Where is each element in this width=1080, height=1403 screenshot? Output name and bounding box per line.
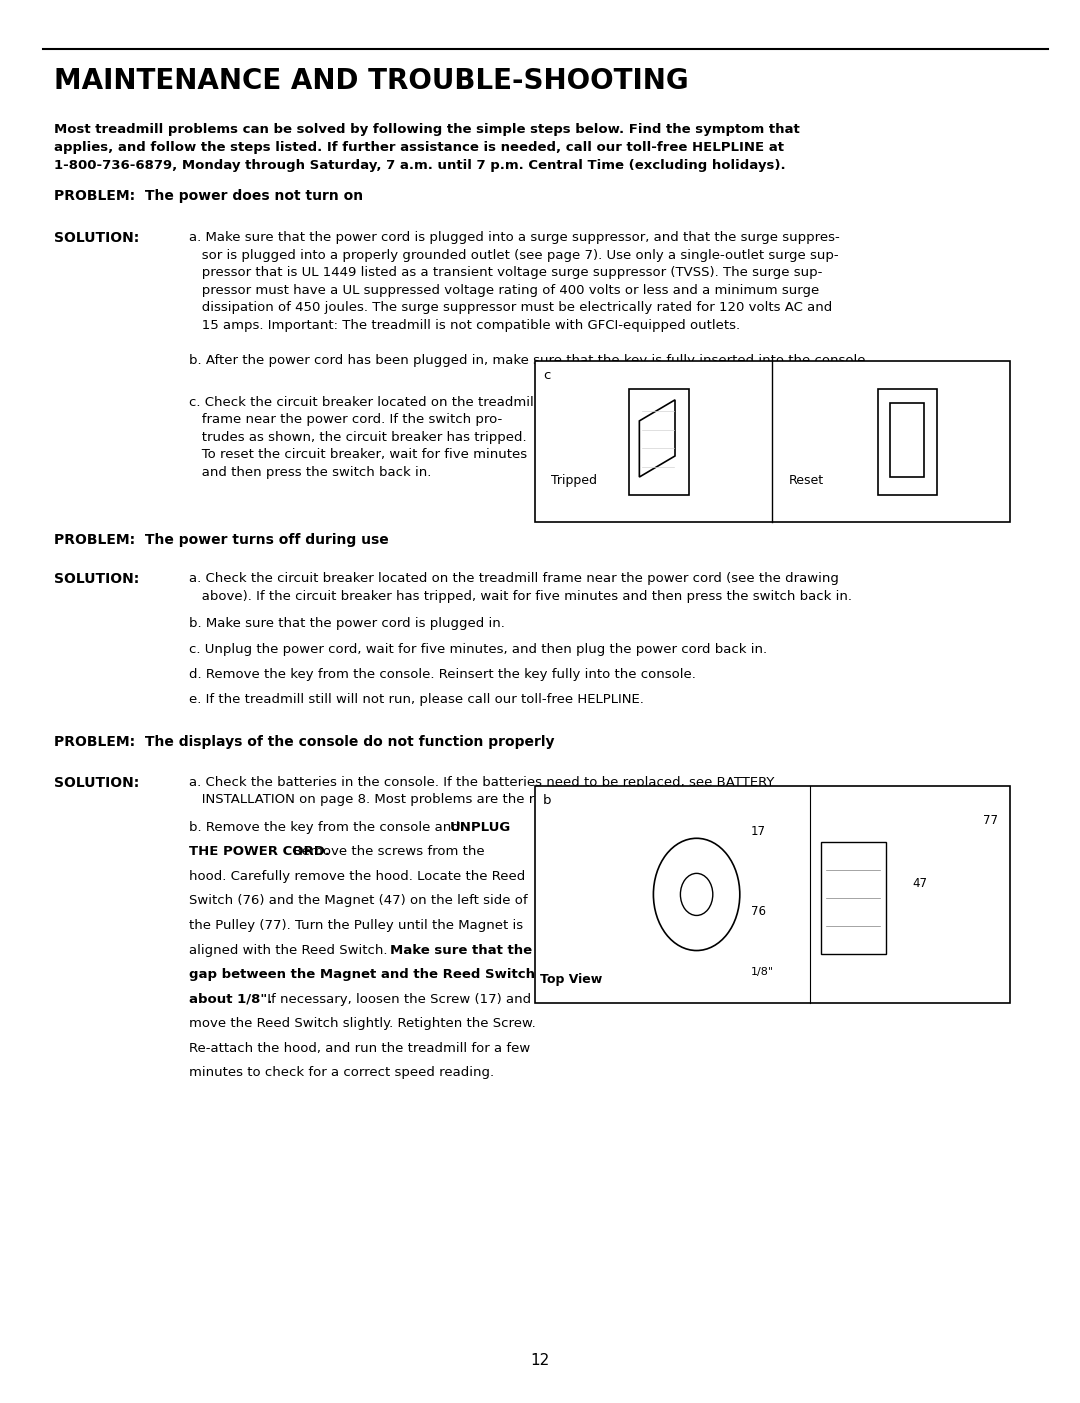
Text: the Pulley (77). Turn the Pulley until the Magnet is: the Pulley (77). Turn the Pulley until t… [189, 919, 523, 932]
Text: a. Check the batteries in the console. If the batteries need to be replaced, see: a. Check the batteries in the console. I… [189, 776, 774, 807]
Bar [629, 390, 689, 494]
Text: c. Check the circuit breaker located on the treadmill
   frame near the power co: c. Check the circuit breaker located on … [189, 396, 538, 478]
Text: e. If the treadmill still will not run, please call our toll-free HELPLINE.: e. If the treadmill still will not run, … [189, 693, 644, 706]
Text: gap between the Magnet and the Reed Switch is: gap between the Magnet and the Reed Swit… [189, 968, 552, 981]
Text: PROBLEM:  The power turns off during use: PROBLEM: The power turns off during use [54, 533, 389, 547]
Text: minutes to check for a correct speed reading.: minutes to check for a correct speed rea… [189, 1066, 495, 1079]
Text: b. Make sure that the power cord is plugged in.: b. Make sure that the power cord is plug… [189, 617, 504, 630]
Text: d. Remove the key from the console. Reinsert the key fully into the console.: d. Remove the key from the console. Rein… [189, 668, 696, 680]
Text: 1/8": 1/8" [751, 967, 774, 978]
Text: 77: 77 [983, 814, 998, 826]
Text: 17: 17 [751, 825, 766, 839]
Text: a. Make sure that the power cord is plugged into a surge suppressor, and that th: a. Make sure that the power cord is plug… [189, 231, 840, 333]
Text: c: c [543, 369, 551, 382]
Text: a. Check the circuit breaker located on the treadmill frame near the power cord : a. Check the circuit breaker located on … [189, 572, 852, 603]
Text: SOLUTION:: SOLUTION: [54, 231, 139, 246]
Text: SOLUTION:: SOLUTION: [54, 572, 139, 586]
Text: 12: 12 [530, 1352, 550, 1368]
Polygon shape [890, 403, 924, 477]
Text: aligned with the Reed Switch.: aligned with the Reed Switch. [189, 944, 392, 957]
Bar [821, 842, 886, 954]
Text: PROBLEM:  The displays of the console do not function properly: PROBLEM: The displays of the console do … [54, 735, 554, 749]
Text: Top View: Top View [540, 974, 603, 986]
Text: c. Unplug the power cord, wait for five minutes, and then plug the power cord ba: c. Unplug the power cord, wait for five … [189, 643, 767, 655]
Text: b. Remove the key from the console and: b. Remove the key from the console and [189, 821, 464, 833]
Text: Re-attach the hood, and run the treadmill for a few: Re-attach the hood, and run the treadmil… [189, 1042, 530, 1055]
FancyBboxPatch shape [535, 361, 1010, 522]
Polygon shape [639, 400, 675, 477]
Text: Tripped: Tripped [551, 474, 597, 487]
Text: SOLUTION:: SOLUTION: [54, 776, 139, 790]
Bar [877, 390, 937, 494]
Text: 47: 47 [913, 877, 928, 891]
Text: UNPLUG: UNPLUG [450, 821, 512, 833]
Text: Reset: Reset [788, 474, 824, 487]
Text: PROBLEM:  The power does not turn on: PROBLEM: The power does not turn on [54, 189, 363, 203]
Circle shape [680, 873, 713, 916]
Text: b. After the power cord has been plugged in, make sure that the key is fully ins: b. After the power cord has been plugged… [189, 354, 869, 366]
Text: Switch (76) and the Magnet (47) on the left side of: Switch (76) and the Magnet (47) on the l… [189, 895, 528, 908]
FancyBboxPatch shape [535, 786, 1010, 1003]
Text: Most treadmill problems can be solved by following the simple steps below. Find : Most treadmill problems can be solved by… [54, 123, 800, 173]
Text: Remove the screws from the: Remove the screws from the [289, 845, 485, 859]
Text: b: b [543, 794, 552, 807]
Text: move the Reed Switch slightly. Retighten the Screw.: move the Reed Switch slightly. Retighten… [189, 1017, 536, 1030]
Text: Make sure that the: Make sure that the [390, 944, 532, 957]
Text: MAINTENANCE AND TROUBLE-SHOOTING: MAINTENANCE AND TROUBLE-SHOOTING [54, 67, 689, 95]
Text: 76: 76 [751, 905, 766, 919]
Circle shape [653, 839, 740, 951]
Text: hood. Carefully remove the hood. Locate the Reed: hood. Carefully remove the hood. Locate … [189, 870, 525, 882]
Text: THE POWER CORD.: THE POWER CORD. [189, 845, 330, 859]
Text: about 1/8".: about 1/8". [189, 993, 272, 1006]
Text: If necessary, loosen the Screw (17) and: If necessary, loosen the Screw (17) and [262, 993, 530, 1006]
